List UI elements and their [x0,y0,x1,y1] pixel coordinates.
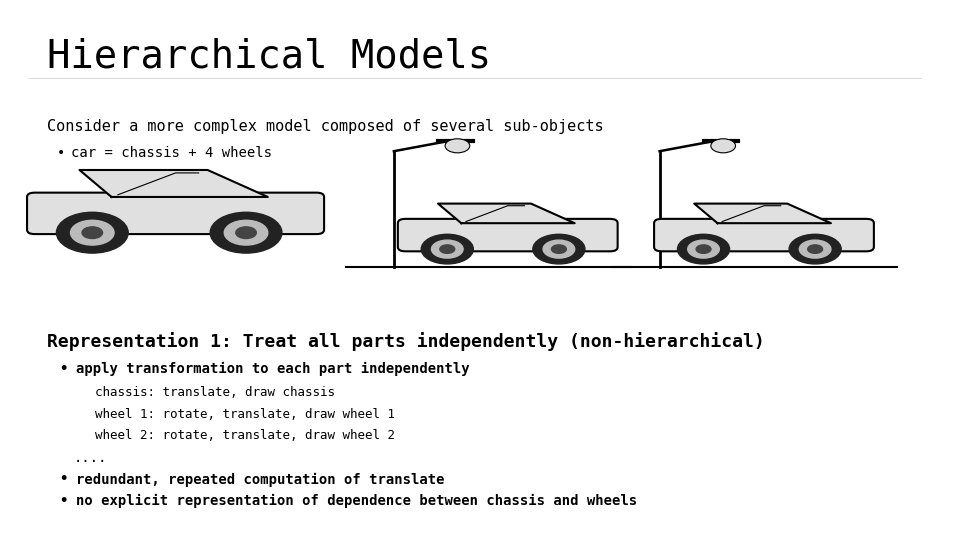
Circle shape [551,245,566,253]
Polygon shape [80,170,268,197]
Text: •: • [59,472,67,487]
Circle shape [57,212,129,253]
Text: •: • [57,146,65,160]
Text: wheel 2: rotate, translate, draw wheel 2: wheel 2: rotate, translate, draw wheel 2 [95,429,395,442]
Circle shape [225,220,268,245]
Polygon shape [694,204,831,223]
Circle shape [807,245,823,253]
Circle shape [543,240,575,258]
Circle shape [800,240,831,258]
Text: •: • [59,362,67,376]
Circle shape [431,240,463,258]
Polygon shape [438,204,575,223]
Text: ....: .... [74,451,108,465]
Text: no explicit representation of dependence between chassis and wheels: no explicit representation of dependence… [76,494,637,508]
FancyBboxPatch shape [27,193,324,234]
FancyBboxPatch shape [397,219,617,251]
Text: wheel 1: rotate, translate, draw wheel 1: wheel 1: rotate, translate, draw wheel 1 [95,408,395,421]
Circle shape [440,245,455,253]
Circle shape [210,212,282,253]
Text: •: • [59,494,67,508]
Text: redundant, repeated computation of translate: redundant, repeated computation of trans… [76,472,444,487]
Circle shape [687,240,719,258]
Circle shape [236,227,256,239]
Circle shape [445,139,469,153]
Circle shape [70,220,114,245]
Circle shape [678,234,730,264]
FancyBboxPatch shape [654,219,874,251]
Text: Hierarchical Models: Hierarchical Models [47,38,492,76]
Circle shape [421,234,473,264]
Text: apply transformation to each part independently: apply transformation to each part indepe… [76,362,469,376]
Text: Consider a more complex model composed of several sub-objects: Consider a more complex model composed o… [47,119,604,134]
Circle shape [533,234,585,264]
Circle shape [789,234,841,264]
Text: car = chassis + 4 wheels: car = chassis + 4 wheels [71,146,273,160]
Circle shape [696,245,711,253]
Text: chassis: translate, draw chassis: chassis: translate, draw chassis [95,386,335,399]
Circle shape [710,139,735,153]
Text: Representation 1: Treat all parts independently (non-hierarchical): Representation 1: Treat all parts indepe… [47,332,765,351]
Circle shape [82,227,103,239]
